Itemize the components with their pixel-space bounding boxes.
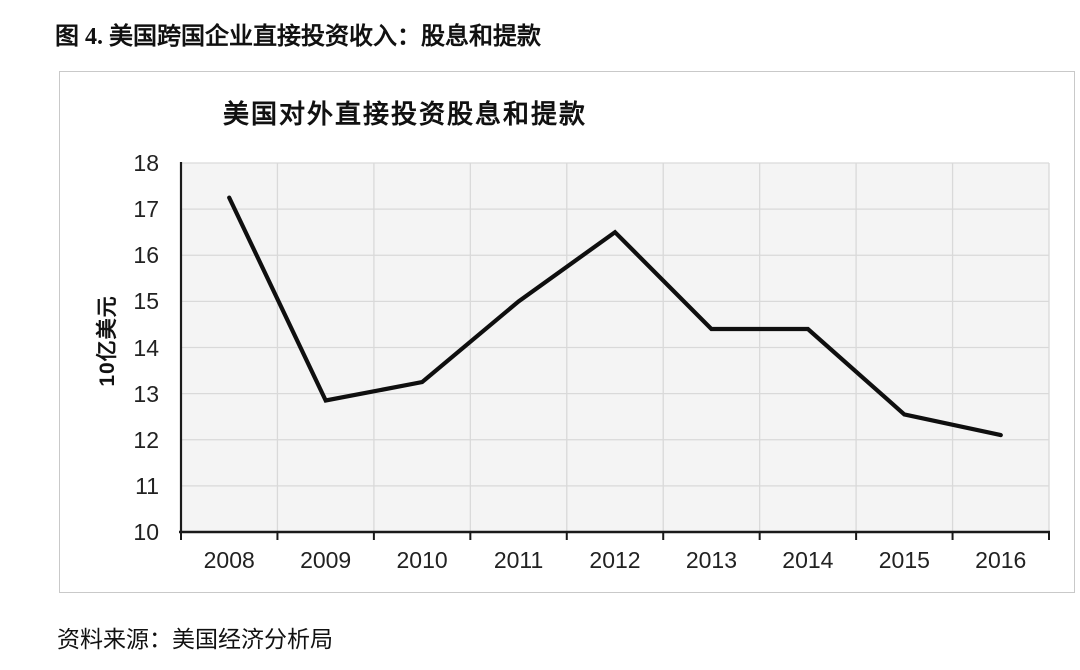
data-series-line — [227, 195, 1003, 438]
y-tick-label: 18 — [133, 150, 159, 176]
x-tick-label: 2009 — [300, 547, 352, 573]
y-tick-label: 16 — [133, 242, 159, 269]
chart-title: 美国对外直接投资股息和提款 — [223, 100, 588, 129]
x-tick-label: 2008 — [203, 547, 255, 573]
chart-container: 美国对外直接投资股息和提款 10亿美元 10 11 12 13 14 15 16 17 18 2… — [59, 71, 1075, 593]
y-tick-label: 14 — [133, 334, 159, 361]
x-tick-label: 2010 — [396, 547, 448, 573]
source-note: 资料来源：美国经济分析局 — [57, 627, 333, 652]
y-tick-label: 12 — [133, 426, 159, 453]
y-tick-label: 10 — [133, 519, 159, 545]
x-tick-label: 2013 — [685, 547, 738, 573]
x-tick-label: 2016 — [975, 547, 1027, 573]
figure-title: 图 4. 美国跨国企业直接投资收入：股息和提款 — [55, 24, 541, 50]
y-tick-label: 13 — [133, 380, 159, 407]
y-tick-label: 15 — [133, 288, 159, 315]
line-chart-svg — [179, 162, 1050, 540]
x-tick-label: 2014 — [782, 547, 834, 573]
x-tick-label: 2015 — [878, 547, 930, 573]
x-tick-label: 2012 — [589, 547, 641, 573]
y-tick-label: 17 — [133, 196, 159, 223]
y-tick-label: 11 — [135, 472, 159, 499]
x-tick-label: 2011 — [493, 547, 544, 573]
